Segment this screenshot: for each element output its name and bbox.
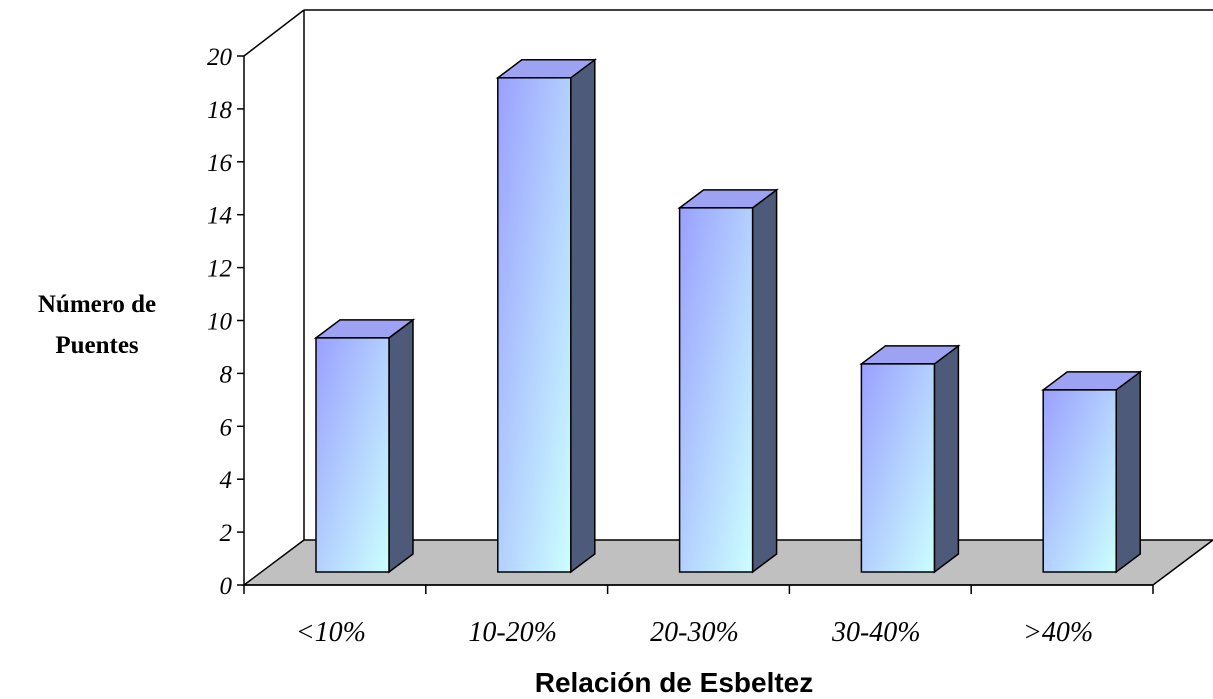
y-tick-label: 16 (207, 150, 233, 177)
bar-front (678, 207, 754, 573)
x-tick-label: <10% (296, 617, 366, 648)
bar (1040, 370, 1143, 574)
x-axis-title: Relación de Esbeltez (535, 667, 814, 698)
x-tick-label: 10-20% (468, 617, 557, 648)
bar-side (388, 318, 414, 574)
y-tick-label: 18 (207, 97, 233, 124)
y-axis-title-line2: Puentes (55, 332, 139, 359)
bar (677, 188, 779, 574)
y-tick-label: 14 (207, 203, 232, 230)
bar-front (1042, 389, 1117, 573)
bar-side (570, 58, 596, 574)
bar-front (860, 363, 936, 573)
y-ticks: 0 2 4 6 8 10 12 14 16 18 20 (207, 44, 244, 600)
bar-front (497, 77, 572, 573)
side-wall-top-edge (243, 9, 305, 57)
y-tick-label: 2 (220, 520, 233, 547)
bar (495, 58, 598, 574)
bar-side (751, 188, 778, 574)
x-tick-label: 20-30% (650, 617, 739, 648)
y-tick-label: 10 (207, 309, 233, 336)
bar (313, 318, 416, 574)
x-tick-label: >40% (1023, 617, 1093, 648)
y-tick-label: 12 (207, 256, 232, 283)
y-tick-label: 0 (220, 573, 233, 600)
x-tick-label: 30-40% (831, 617, 921, 648)
y-tick-label: 6 (220, 414, 233, 441)
bars (313, 58, 1143, 574)
category-labels: <10% 10-20% 20-30% 30-40% >40% (296, 617, 1093, 648)
bar-front (315, 337, 390, 573)
x-ticks (243, 585, 1154, 594)
y-axis-title-line1: Número de (38, 291, 156, 318)
y-tick-label: 4 (220, 467, 233, 494)
bar-side (933, 344, 960, 574)
bar (859, 344, 961, 574)
y-tick-label: 20 (207, 44, 233, 71)
y-tick-label: 8 (220, 361, 233, 388)
bar-side (1115, 370, 1141, 574)
